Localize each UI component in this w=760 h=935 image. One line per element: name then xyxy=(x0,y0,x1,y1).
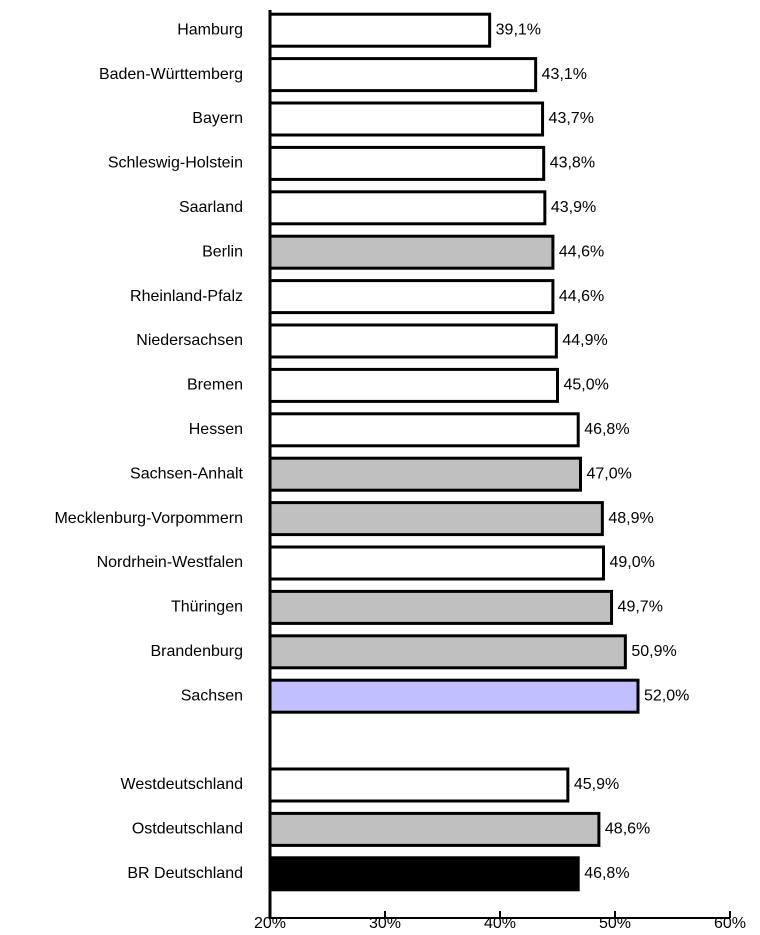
value-label: 43,8% xyxy=(550,155,595,172)
category-label: Niedersachsen xyxy=(136,332,243,349)
bar xyxy=(268,367,559,403)
bar xyxy=(268,856,580,892)
category-label: Hamburg xyxy=(177,21,243,38)
bar xyxy=(268,323,558,359)
value-label: 43,1% xyxy=(542,66,587,83)
bar xyxy=(268,501,604,537)
value-label: 45,0% xyxy=(564,377,609,394)
category-label: Sachsen-Anhalt xyxy=(130,465,244,482)
value-label: 50,9% xyxy=(631,643,676,660)
bar xyxy=(268,57,538,93)
value-label: 52,0% xyxy=(644,687,689,704)
bar xyxy=(268,12,492,48)
category-label: Baden-Württemberg xyxy=(99,66,243,83)
value-label: 49,7% xyxy=(618,599,663,616)
x-tick-label: 20% xyxy=(254,915,286,932)
bar xyxy=(268,412,580,448)
bar xyxy=(268,634,627,670)
category-label: Thüringen xyxy=(171,599,243,616)
x-tick-label: 30% xyxy=(369,915,401,932)
value-label: 46,8% xyxy=(584,421,629,438)
bar xyxy=(268,545,605,581)
category-label: BR Deutschland xyxy=(127,865,243,882)
value-label: 45,9% xyxy=(574,776,619,793)
bar xyxy=(268,811,601,847)
value-label: 39,1% xyxy=(496,21,541,38)
category-label: Rheinland-Pfalz xyxy=(130,288,243,305)
category-label: Bremen xyxy=(187,377,243,394)
bar xyxy=(268,279,555,315)
category-label: Brandenburg xyxy=(150,643,243,660)
value-label: 47,0% xyxy=(587,465,632,482)
category-label: Sachsen xyxy=(181,687,243,704)
value-label: 43,7% xyxy=(549,110,594,127)
bar xyxy=(268,678,640,714)
bar xyxy=(268,767,570,803)
category-label: Hessen xyxy=(189,421,243,438)
bar xyxy=(268,589,614,625)
value-label: 44,6% xyxy=(559,288,604,305)
value-label: 46,8% xyxy=(584,865,629,882)
value-label: 44,6% xyxy=(559,243,604,260)
x-tick-label: 50% xyxy=(599,915,631,932)
category-label: Berlin xyxy=(202,243,243,260)
value-label: 48,9% xyxy=(608,510,653,527)
category-label: Nordrhein-Westfalen xyxy=(97,554,243,571)
bar xyxy=(268,456,582,492)
bar xyxy=(268,234,555,270)
category-label: Ostdeutschland xyxy=(132,821,243,838)
bar xyxy=(268,145,546,181)
x-tick-label: 40% xyxy=(484,915,516,932)
category-label: Saarland xyxy=(179,199,243,216)
bar xyxy=(268,190,547,226)
value-label: 48,6% xyxy=(605,821,650,838)
category-label: Bayern xyxy=(192,110,243,127)
bar xyxy=(268,101,545,137)
value-label: 43,9% xyxy=(551,199,596,216)
x-tick-label: 60% xyxy=(714,915,746,932)
category-label: Mecklenburg-Vorpommern xyxy=(54,510,243,527)
category-label: Schleswig-Holstein xyxy=(108,155,243,172)
category-label: Westdeutschland xyxy=(121,776,243,793)
value-label: 44,9% xyxy=(562,332,607,349)
value-label: 49,0% xyxy=(610,554,655,571)
